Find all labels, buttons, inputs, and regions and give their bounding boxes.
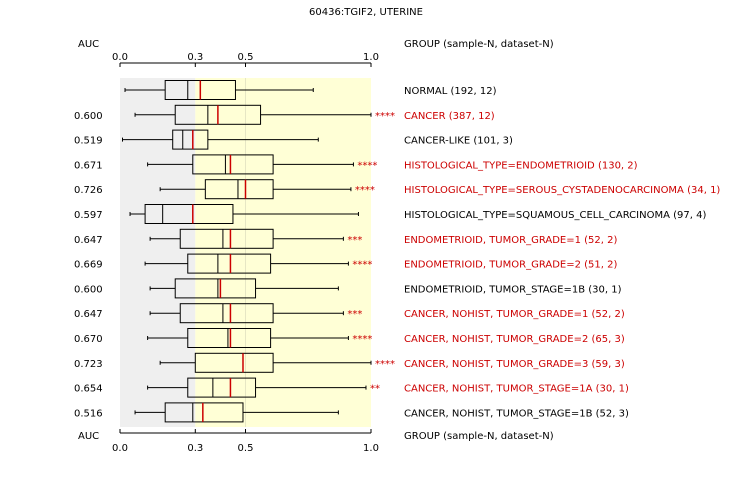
auc-value: 0.726 (74, 185, 103, 196)
top-tick-label-0: 0.0 (112, 52, 128, 63)
auc-value: 0.516 (74, 408, 103, 419)
box-group-2 (122, 129, 319, 150)
auc-header-top: AUC (78, 39, 99, 50)
iqr-box (194, 352, 274, 373)
auc-value: 0.647 (74, 235, 103, 246)
label-layer: NORMAL (192, 12)0.600 CANCER (387, 12)***… (74, 86, 720, 419)
group-label: ENDOMETRIOID, TUMOR_GRADE=2 (51, 2) (404, 260, 617, 271)
auc-value: 0.597 (74, 210, 103, 221)
iqr-box (187, 377, 257, 398)
significance-stars: **** (375, 111, 395, 122)
box-group-3 (147, 154, 354, 175)
top-tick-label-2: 0.5 (238, 52, 254, 63)
iqr-box (179, 228, 274, 249)
box-group-6 (149, 228, 344, 249)
group-label: NORMAL (192, 12) (404, 86, 497, 97)
group-label: CANCER-LIKE (101, 3) (404, 136, 513, 147)
group-label: CANCER (387, 12) (404, 111, 495, 122)
box-group-11 (159, 352, 372, 373)
iqr-box (187, 253, 272, 274)
auc-value: 0.600 (74, 111, 103, 122)
significance-stars: **** (352, 260, 372, 271)
auc-value: 0.670 (74, 334, 103, 345)
box-layer (122, 80, 372, 423)
auc-header-bottom: AUC (78, 431, 99, 442)
iqr-box (164, 402, 244, 423)
bottom-axis: 0.0 0.3 0.5 1.0 (112, 429, 379, 454)
chart-title: 60436:TGIF2, UTERINE (309, 7, 423, 18)
significance-stars: **** (352, 334, 372, 345)
group-label: CANCER, NOHIST, TUMOR_STAGE=1B (52, 3) (404, 408, 629, 419)
group-label: ENDOMETRIOID, TUMOR_GRADE=1 (52, 2) (404, 235, 617, 246)
box-group-4 (159, 179, 352, 200)
bottom-tick-label-1: 0.3 (187, 443, 203, 454)
top-tick-label-1: 0.3 (187, 52, 203, 63)
iqr-box (174, 278, 257, 299)
bottom-tick-label-0: 0.0 (112, 443, 128, 454)
auc-value: 0.654 (74, 384, 103, 395)
iqr-box (204, 179, 274, 200)
auc-value: 0.600 (74, 284, 103, 295)
group-label: CANCER, NOHIST, TUMOR_GRADE=1 (52, 2) (404, 309, 625, 320)
group-label: ENDOMETRIOID, TUMOR_STAGE=1B (30, 1) (404, 284, 622, 295)
group-label: HISTOLOGICAL_TYPE=ENDOMETRIOID (130, 2) (404, 160, 638, 171)
group-label: CANCER, NOHIST, TUMOR_STAGE=1A (30, 1) (404, 384, 629, 395)
box-group-0 (124, 80, 314, 100)
box-group-5 (129, 204, 359, 224)
iqr-box (192, 154, 274, 175)
box-group-10 (147, 328, 349, 348)
auc-value: 0.723 (74, 359, 103, 370)
box-group-13 (134, 402, 339, 423)
auc-value: 0.671 (74, 160, 103, 171)
bottom-tick-label-3: 1.0 (363, 443, 379, 454)
group-header-bottom: GROUP (sample-N, dataset-N) (404, 431, 554, 442)
iqr-box (179, 303, 274, 324)
auc-value: 0.669 (74, 260, 103, 271)
group-header-top: GROUP (sample-N, dataset-N) (404, 39, 554, 50)
significance-stars: **** (355, 185, 375, 196)
box-group-9 (149, 303, 344, 324)
significance-stars: **** (375, 359, 395, 370)
box-group-1 (134, 104, 372, 125)
iqr-box (187, 328, 272, 348)
top-axis: 0.0 0.3 0.5 1.0 (112, 52, 379, 67)
iqr-box (144, 204, 234, 224)
iqr-box (172, 129, 209, 150)
group-label: HISTOLOGICAL_TYPE=SEROUS_CYSTADENOCARCIN… (404, 185, 720, 196)
significance-stars: *** (347, 309, 362, 320)
box-group-7 (144, 253, 349, 274)
box-group-12 (147, 377, 367, 398)
group-label: CANCER, NOHIST, TUMOR_GRADE=3 (59, 3) (404, 359, 625, 370)
group-label: HISTOLOGICAL_TYPE=SQUAMOUS_CELL_CARCINOM… (404, 210, 706, 221)
auc-value: 0.519 (74, 136, 103, 147)
significance-stars: *** (347, 235, 362, 246)
top-tick-label-3: 1.0 (363, 52, 379, 63)
bottom-tick-label-2: 0.5 (238, 443, 254, 454)
group-label: CANCER, NOHIST, TUMOR_GRADE=2 (65, 3) (404, 334, 625, 345)
significance-stars: **** (357, 160, 377, 171)
box-group-8 (149, 278, 339, 299)
auc-value: 0.647 (74, 309, 103, 320)
shading-band-1 (195, 78, 371, 427)
significance-stars: ** (370, 384, 380, 395)
